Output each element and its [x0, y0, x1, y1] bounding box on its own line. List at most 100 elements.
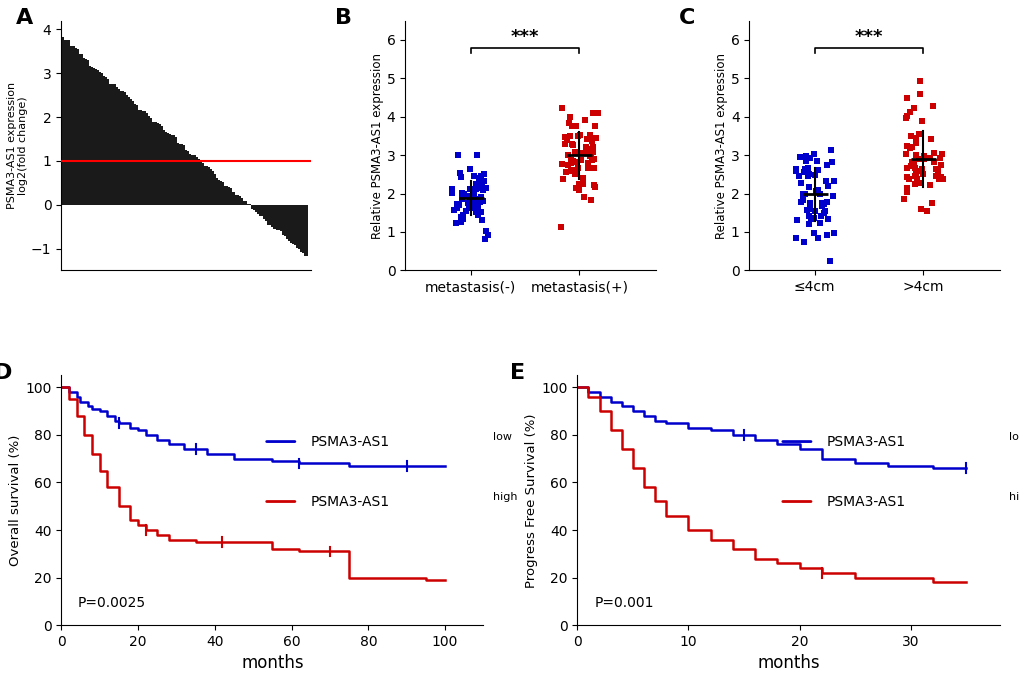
- Point: [586, 153, 602, 164]
- Point: [459, 190, 475, 201]
- Point: [821, 255, 838, 266]
- Bar: [99, 71, 101, 205]
- Point: [450, 199, 467, 210]
- Point: [915, 150, 931, 161]
- Point: [790, 170, 806, 181]
- Bar: [190, 154, 192, 205]
- Point: [473, 214, 489, 225]
- Point: [579, 133, 595, 144]
- Point: [455, 188, 472, 199]
- Point: [799, 170, 815, 181]
- Bar: [154, 122, 157, 205]
- Point: [916, 153, 932, 164]
- Point: [905, 156, 921, 167]
- Point: [903, 157, 919, 168]
- Bar: [136, 105, 138, 205]
- Point: [468, 178, 484, 189]
- Bar: [192, 155, 194, 205]
- Point: [928, 166, 945, 177]
- Point: [463, 194, 479, 205]
- Point: [901, 106, 917, 117]
- Point: [792, 152, 808, 163]
- Bar: [179, 144, 181, 205]
- Bar: [103, 76, 105, 205]
- Bar: [117, 89, 119, 205]
- Point: [473, 179, 489, 190]
- Point: [562, 157, 579, 168]
- Y-axis label: Overall survival (%): Overall survival (%): [9, 435, 22, 566]
- Point: [585, 146, 601, 157]
- Point: [911, 76, 927, 87]
- Bar: [165, 132, 167, 205]
- Text: P=0.001: P=0.001: [594, 596, 653, 610]
- Y-axis label: Relative PSMA3-AS1 expression: Relative PSMA3-AS1 expression: [714, 52, 728, 238]
- Point: [556, 131, 573, 142]
- Bar: [202, 163, 204, 205]
- Point: [930, 174, 947, 185]
- Point: [813, 198, 829, 209]
- Point: [583, 155, 599, 166]
- Point: [589, 107, 605, 118]
- Point: [458, 191, 474, 202]
- Bar: [247, 203, 249, 205]
- Point: [556, 139, 573, 150]
- Point: [552, 221, 569, 232]
- Point: [799, 204, 815, 215]
- Point: [579, 163, 595, 174]
- Point: [561, 112, 578, 123]
- Point: [557, 167, 574, 178]
- Text: ***: ***: [854, 27, 882, 45]
- Point: [913, 116, 929, 127]
- Point: [787, 166, 803, 177]
- Bar: [157, 122, 159, 205]
- Point: [802, 214, 818, 225]
- Point: [562, 164, 579, 175]
- Point: [796, 164, 812, 174]
- Point: [463, 202, 479, 213]
- Point: [797, 166, 813, 177]
- Bar: [146, 113, 148, 205]
- Point: [558, 135, 575, 146]
- Bar: [253, 205, 255, 210]
- Point: [809, 232, 825, 243]
- Bar: [129, 99, 131, 205]
- Point: [905, 102, 921, 113]
- Point: [473, 206, 489, 217]
- Point: [562, 155, 579, 166]
- Point: [800, 168, 816, 179]
- Bar: [150, 118, 152, 205]
- Text: PSMA3-AS1: PSMA3-AS1: [310, 435, 389, 449]
- Bar: [72, 46, 74, 205]
- Point: [474, 196, 490, 207]
- Point: [898, 148, 914, 159]
- Point: [898, 171, 914, 182]
- Point: [469, 150, 485, 161]
- Point: [564, 139, 580, 150]
- Point: [469, 201, 485, 212]
- Bar: [89, 66, 91, 205]
- Point: [476, 234, 492, 245]
- Point: [573, 155, 589, 166]
- Bar: [234, 194, 236, 205]
- Bar: [259, 205, 261, 216]
- Bar: [287, 205, 289, 241]
- Point: [585, 108, 601, 119]
- Point: [584, 144, 600, 155]
- Point: [466, 170, 482, 181]
- Point: [898, 162, 914, 173]
- Point: [912, 178, 928, 189]
- Bar: [185, 150, 187, 205]
- Point: [930, 153, 947, 164]
- Bar: [304, 205, 306, 256]
- Point: [462, 184, 478, 195]
- Point: [795, 152, 811, 163]
- Bar: [216, 178, 218, 205]
- Bar: [296, 205, 298, 249]
- Bar: [300, 205, 302, 252]
- Bar: [291, 205, 293, 245]
- Point: [900, 173, 916, 184]
- Text: PSMA3-AS1: PSMA3-AS1: [825, 495, 905, 508]
- Point: [580, 148, 596, 159]
- Point: [910, 128, 926, 139]
- Bar: [173, 135, 175, 205]
